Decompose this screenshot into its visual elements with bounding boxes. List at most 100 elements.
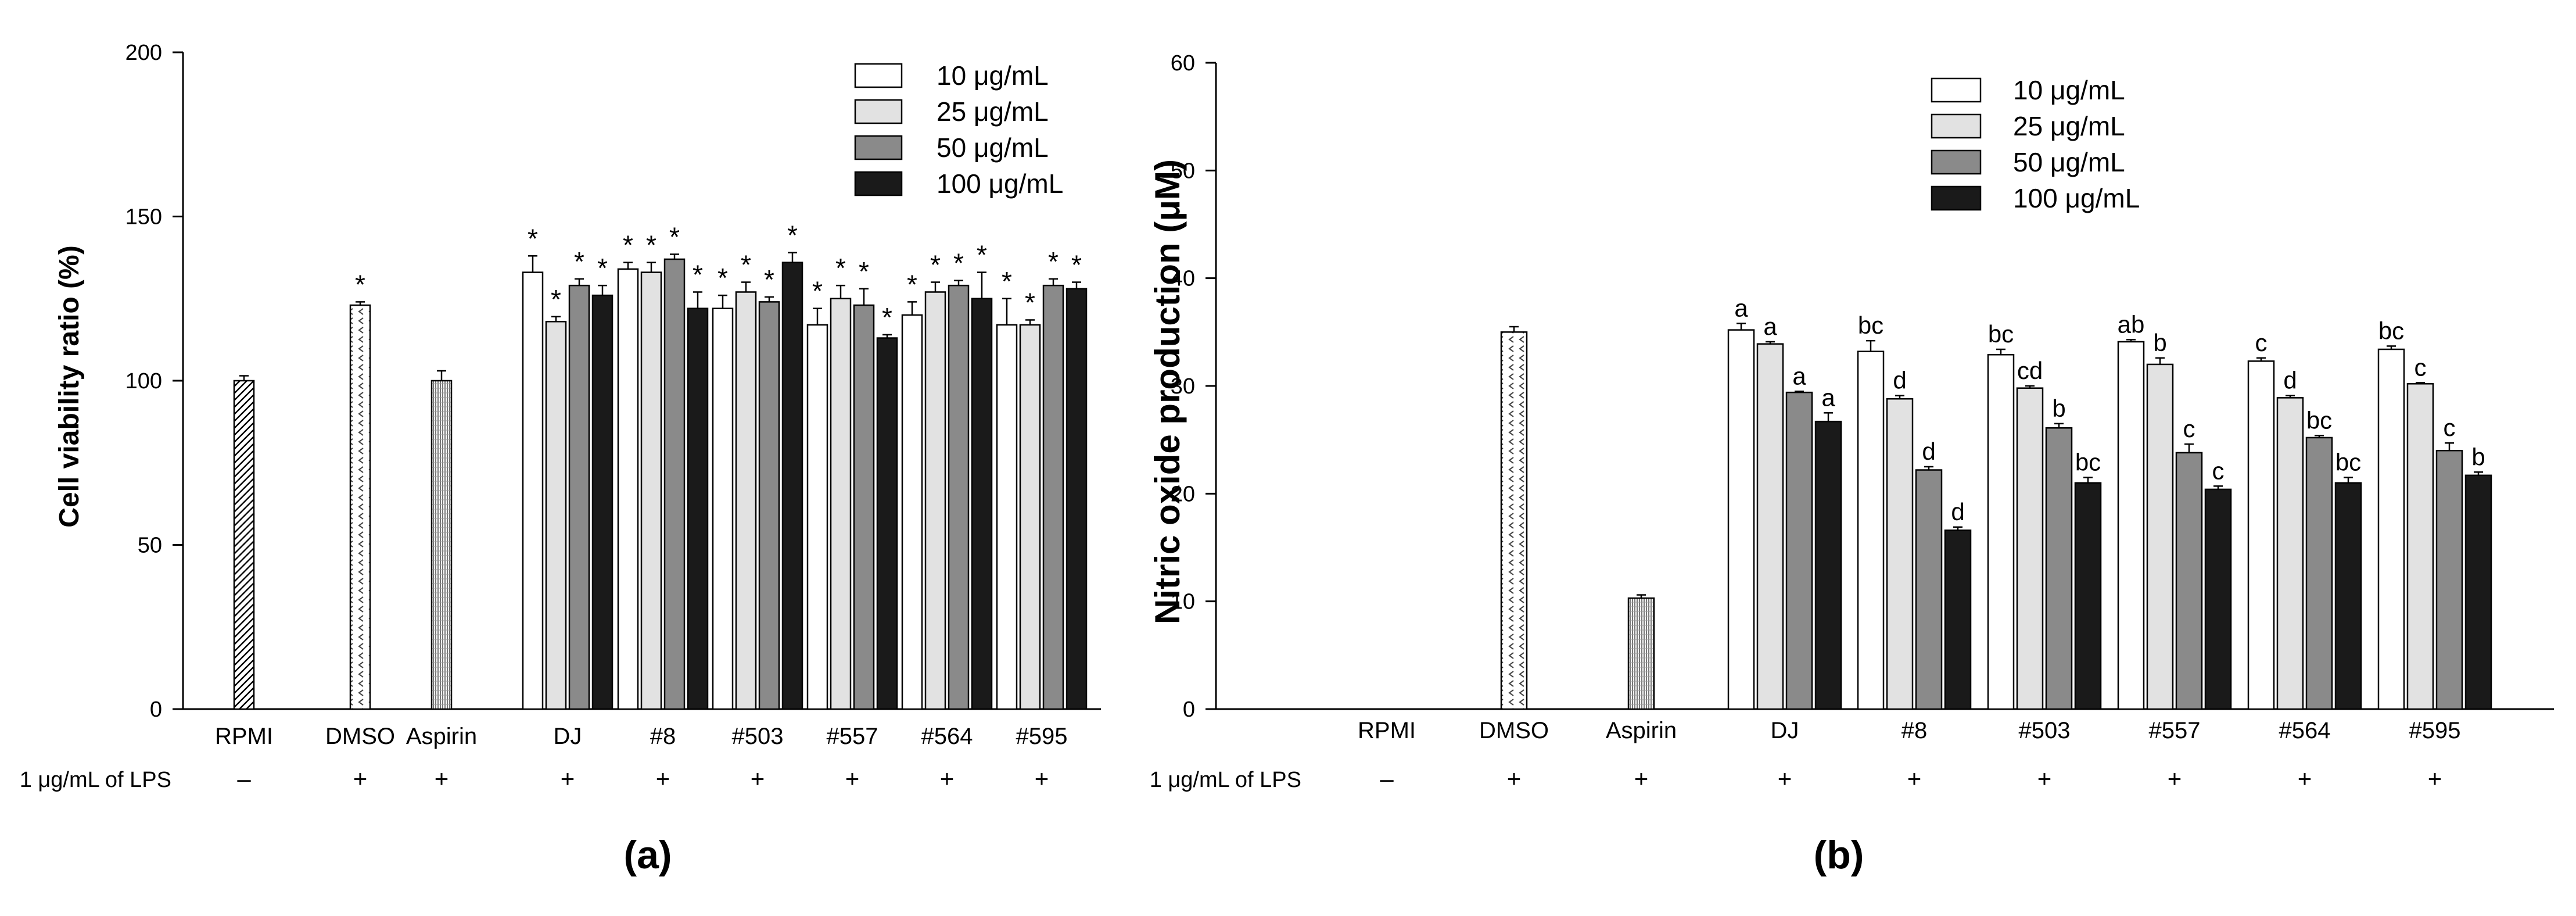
bar-series-3 — [758, 301, 780, 710]
panel-label: (a) — [623, 833, 672, 877]
lps-sign: + — [353, 765, 368, 792]
category-label: #564 — [921, 724, 973, 749]
significance-annotation: c — [2414, 353, 2427, 381]
legend-swatch — [1931, 77, 1982, 103]
bar-series-2 — [640, 271, 662, 710]
significance-annotation: * — [953, 248, 964, 278]
chart-panel-2: 0 10 20 30 40 50 60 Nitric oxide production (μM… — [1148, 51, 2554, 877]
significance-annotation: a — [1763, 313, 1777, 340]
significance-annotation: * — [812, 276, 823, 306]
significance-annotation: * — [623, 230, 633, 260]
lps-sign: + — [2298, 765, 2312, 792]
category-label: #595 — [2409, 718, 2461, 743]
significance-annotation: * — [693, 259, 703, 289]
lps-sign: + — [1035, 765, 1049, 792]
control-bar-aspirin — [430, 380, 453, 710]
significance-annotation: ab — [2118, 310, 2145, 338]
lps-label: 1 μg/mL of LPS — [20, 768, 171, 792]
significance-annotation: * — [646, 230, 656, 260]
significance-annotation: * — [1048, 246, 1059, 277]
significance-annotation: c — [2444, 414, 2456, 441]
significance-annotation: * — [907, 269, 917, 299]
significance-annotation: * — [1071, 250, 1082, 280]
lps-sign: + — [1907, 765, 1922, 792]
significance-annotation: bc — [1988, 320, 2014, 348]
legend-swatch — [1931, 113, 1982, 139]
significance-annotation: * — [355, 269, 365, 299]
y-tick-label: 10 — [1171, 590, 1195, 614]
lps-sign: + — [1634, 765, 1649, 792]
bar-series-1 — [712, 307, 734, 710]
bar-series-4 — [971, 298, 993, 710]
significance-annotation: c — [2255, 329, 2268, 356]
significance-annotation: d — [2283, 367, 2297, 394]
bar-series-4 — [1065, 288, 1088, 710]
category-label: DJ — [1771, 718, 1799, 743]
y-tick-label: 30 — [1171, 374, 1195, 399]
legend-swatch — [854, 99, 903, 124]
significance-annotation: b — [2153, 329, 2166, 356]
bar-series-1 — [996, 324, 1018, 710]
bar-series-1 — [901, 314, 923, 710]
chart-panel-1: 0 50 100 150 200 Cell viability ratio (%) RPMI… — [20, 41, 1101, 877]
significance-annotation: * — [717, 263, 728, 293]
significance-annotation: d — [1922, 438, 1935, 465]
significance-annotation: * — [597, 253, 608, 283]
category-label: DMSO — [325, 724, 395, 749]
y-tick-label: 40 — [1171, 267, 1195, 291]
bar-series-1 — [2247, 360, 2275, 710]
y-tick-label: 20 — [1171, 482, 1195, 506]
significance-annotation: d — [1893, 367, 1906, 394]
legend-label: 100 μg/mL — [2013, 183, 2140, 213]
bar-series-1 — [806, 324, 828, 710]
panel-label: (b) — [1814, 833, 1864, 877]
legend-label: 50 μg/mL — [2013, 147, 2125, 177]
significance-annotation: cd — [2017, 357, 2043, 384]
significance-annotation: * — [741, 250, 751, 280]
lps-label: 1 μg/mL of LPS — [1150, 768, 1301, 792]
lps-sign: + — [1507, 765, 1522, 792]
category-label: #503 — [732, 724, 784, 749]
bar-series-1 — [617, 268, 639, 710]
bar-series-4 — [2074, 482, 2102, 710]
legend-label: 10 μg/mL — [2013, 75, 2125, 105]
bar-series-3 — [2435, 449, 2463, 710]
y-tick-label: 50 — [1171, 159, 1195, 183]
legend-swatch — [854, 63, 903, 88]
bar-series-2 — [2276, 397, 2304, 710]
bar-series-2 — [1019, 324, 1041, 710]
bar-series-4 — [2334, 482, 2362, 710]
bar-series-3 — [2045, 427, 2073, 710]
bar-series-3 — [1785, 391, 1813, 710]
bar-series-1 — [522, 271, 544, 710]
lps-sign: + — [751, 765, 765, 792]
significance-annotation: bc — [2075, 449, 2101, 476]
bar-series-2 — [2146, 363, 2174, 710]
category-label: #557 — [827, 724, 878, 749]
legend-label: 25 μg/mL — [937, 96, 1049, 127]
bar-series-3 — [2305, 436, 2333, 710]
bar-series-2 — [545, 321, 567, 710]
significance-annotation: * — [669, 221, 680, 252]
bar-series-4 — [1814, 420, 1842, 710]
legend-swatch — [854, 171, 903, 196]
bar-series-2 — [2406, 383, 2434, 710]
control-bar-dmso — [349, 304, 371, 710]
lps-sign: – — [1380, 765, 1394, 792]
bar-series-2 — [924, 291, 946, 710]
significance-annotation: * — [764, 264, 774, 295]
bar-series-1 — [1987, 354, 2015, 710]
bar-series-4 — [687, 307, 709, 710]
y-axis-label: Nitric oxide production (μM) — [1148, 159, 1187, 624]
bar-series-1 — [1857, 350, 1885, 710]
bar-series-4 — [781, 262, 803, 710]
category-label: #595 — [1016, 724, 1068, 749]
bar-series-4 — [2464, 474, 2492, 710]
bar-series-2 — [1756, 343, 1784, 710]
bar-series-1 — [2117, 341, 2145, 710]
y-axis-label: Cell viability ratio (%) — [54, 245, 85, 527]
legend-label: 25 μg/mL — [2013, 111, 2125, 141]
significance-annotation: bc — [2378, 317, 2404, 344]
category-label: #503 — [2019, 718, 2071, 743]
significance-annotation: * — [787, 220, 798, 251]
